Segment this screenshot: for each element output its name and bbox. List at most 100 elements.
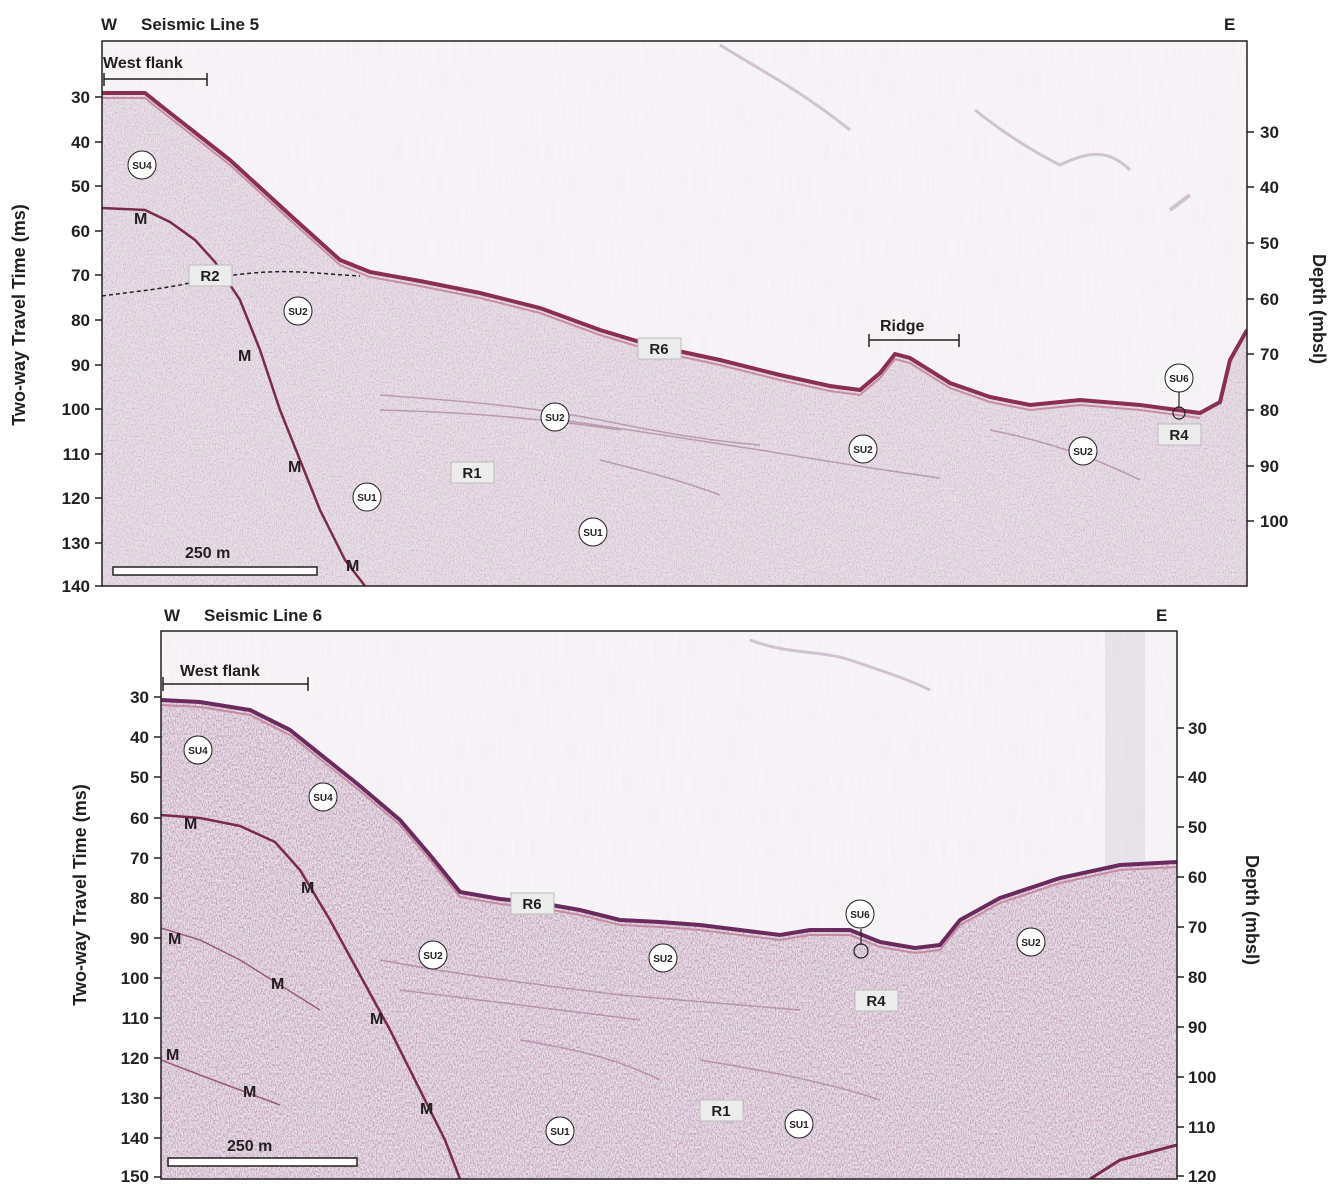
- multiple-label: M: [288, 459, 301, 476]
- noise-artifact: [1168, 193, 1192, 212]
- right-tick: 30: [1188, 719, 1207, 738]
- scale-bar: 250 m: [112, 545, 318, 576]
- seismic-section: [102, 41, 1247, 586]
- svg-text:SU2: SU2: [545, 413, 565, 424]
- left-tick: 100: [121, 969, 149, 988]
- multiple-label: M: [370, 1011, 383, 1028]
- reflector-label: R2: [188, 264, 233, 287]
- svg-text:SU2: SU2: [288, 307, 308, 318]
- reflector-labels: R2 R6 R1 R4: [188, 264, 1202, 484]
- left-tick: 140: [62, 577, 90, 596]
- left-axis: 30 40 50 60 70 80 90 100 110 120 130 140…: [70, 688, 161, 1184]
- su6-tie-point: [853, 943, 869, 959]
- unit-marker: SU2: [540, 402, 570, 432]
- multiple-label: M: [243, 1084, 256, 1101]
- unit-marker: SU2: [418, 940, 448, 970]
- west-label: W: [164, 606, 181, 625]
- unit-marker: SU6: [845, 899, 875, 929]
- right-tick: 80: [1260, 401, 1279, 420]
- seismic-line-6-panel: W Seismic Line 6 E: [70, 606, 1262, 1184]
- multiple-label: M: [271, 976, 284, 993]
- svg-text:R4: R4: [1169, 427, 1189, 444]
- unit-marker: SU2: [1068, 436, 1098, 466]
- multiple-label: M: [301, 880, 314, 897]
- left-tick: 130: [121, 1089, 149, 1108]
- svg-text:R1: R1: [711, 1103, 730, 1120]
- left-tick: 40: [71, 133, 90, 152]
- reflector-label: R6: [510, 892, 555, 915]
- unit-marker: SU4: [127, 150, 157, 180]
- panel-title: Seismic Line 5: [141, 15, 259, 34]
- svg-text:SU2: SU2: [1073, 447, 1093, 458]
- right-tick: 70: [1260, 345, 1279, 364]
- svg-text:SU4: SU4: [132, 161, 152, 172]
- panel-title: Seismic Line 6: [204, 606, 322, 625]
- right-tick: 90: [1188, 1018, 1207, 1037]
- reflector-label: R1: [699, 1099, 744, 1122]
- svg-text:SU2: SU2: [853, 445, 873, 456]
- seafloor-reflector: [102, 91, 1247, 416]
- noise-artifact: [719, 43, 851, 132]
- right-tick: 40: [1188, 768, 1207, 787]
- left-tick: 30: [71, 88, 90, 107]
- right-axis-title: Depth (mbsl): [1242, 855, 1262, 965]
- reflector-labels: R6 R4 R1: [510, 892, 899, 1122]
- svg-text:SU6: SU6: [850, 910, 870, 921]
- right-axis: 30 40 50 60 70 80 90 100 110 120 Depth (…: [1177, 719, 1262, 1184]
- su6-tie-point: [1172, 406, 1186, 420]
- unit-marker: SU1: [352, 482, 382, 512]
- left-axis-title: Two-way Travel Time (ms): [70, 784, 90, 1005]
- west-flank-label: West flank: [103, 55, 183, 72]
- left-tick: 150: [121, 1167, 149, 1184]
- west-flank-bracket: West flank: [162, 663, 309, 691]
- reflector-label: R4: [1157, 423, 1202, 446]
- multiple-reflector: [161, 813, 462, 1179]
- svg-text:SU4: SU4: [313, 793, 333, 804]
- left-tick: 90: [71, 356, 90, 375]
- svg-text:R6: R6: [522, 896, 541, 913]
- multiple-reflector: [161, 927, 321, 1011]
- svg-text:R2: R2: [200, 268, 219, 285]
- left-tick: 80: [71, 311, 90, 330]
- unit-marker: SU1: [784, 1109, 814, 1139]
- west-label: W: [101, 15, 118, 34]
- unit-marker: SU4: [308, 782, 338, 812]
- unit-marker: SU2: [648, 943, 678, 973]
- svg-text:SU2: SU2: [1021, 938, 1041, 949]
- left-tick: 140: [121, 1129, 149, 1148]
- east-label: E: [1156, 606, 1167, 625]
- multiple-label: M: [166, 1047, 179, 1064]
- left-tick: 120: [121, 1049, 149, 1068]
- multiple-reflector: [102, 206, 366, 586]
- svg-text:SU2: SU2: [423, 951, 443, 962]
- left-tick: 110: [122, 1009, 149, 1028]
- left-tick: 70: [71, 266, 90, 285]
- seafloor-reflector-echo: [102, 97, 1201, 419]
- multiple-labels: M M M M: [134, 211, 359, 575]
- unit-marker: SU6: [1164, 363, 1194, 393]
- unit-marker: SU4: [183, 735, 213, 765]
- left-axis-title: Two-way Travel Time (ms): [9, 204, 29, 425]
- right-tick: 100: [1188, 1068, 1216, 1087]
- right-tick: 50: [1260, 234, 1279, 253]
- scale-bar: 250 m: [167, 1138, 358, 1167]
- multiple-reflector: [161, 1059, 281, 1106]
- right-axis-title: Depth (mbsl): [1309, 254, 1329, 364]
- ridge-bracket: Ridge: [868, 318, 960, 347]
- right-tick: 60: [1188, 868, 1207, 887]
- left-tick: 90: [130, 929, 149, 948]
- left-tick: 110: [63, 445, 90, 464]
- unit-markers: SU4 SU4 SU2 SU2 SU2 SU6 SU1 SU1: [183, 735, 1046, 1146]
- right-tick: 110: [1188, 1118, 1215, 1137]
- right-tick: 90: [1260, 457, 1279, 476]
- left-tick: 60: [71, 222, 90, 241]
- west-flank-bracket: West flank: [103, 55, 208, 86]
- multiple-labels: M M M M M M M M: [166, 816, 433, 1118]
- unit-marker: SU1: [545, 1116, 575, 1146]
- svg-text:SU6: SU6: [1169, 374, 1189, 385]
- reflector-label: R6: [637, 337, 682, 360]
- svg-text:SU1: SU1: [583, 528, 603, 539]
- multiple-label: M: [168, 931, 181, 948]
- svg-text:SU1: SU1: [550, 1127, 570, 1138]
